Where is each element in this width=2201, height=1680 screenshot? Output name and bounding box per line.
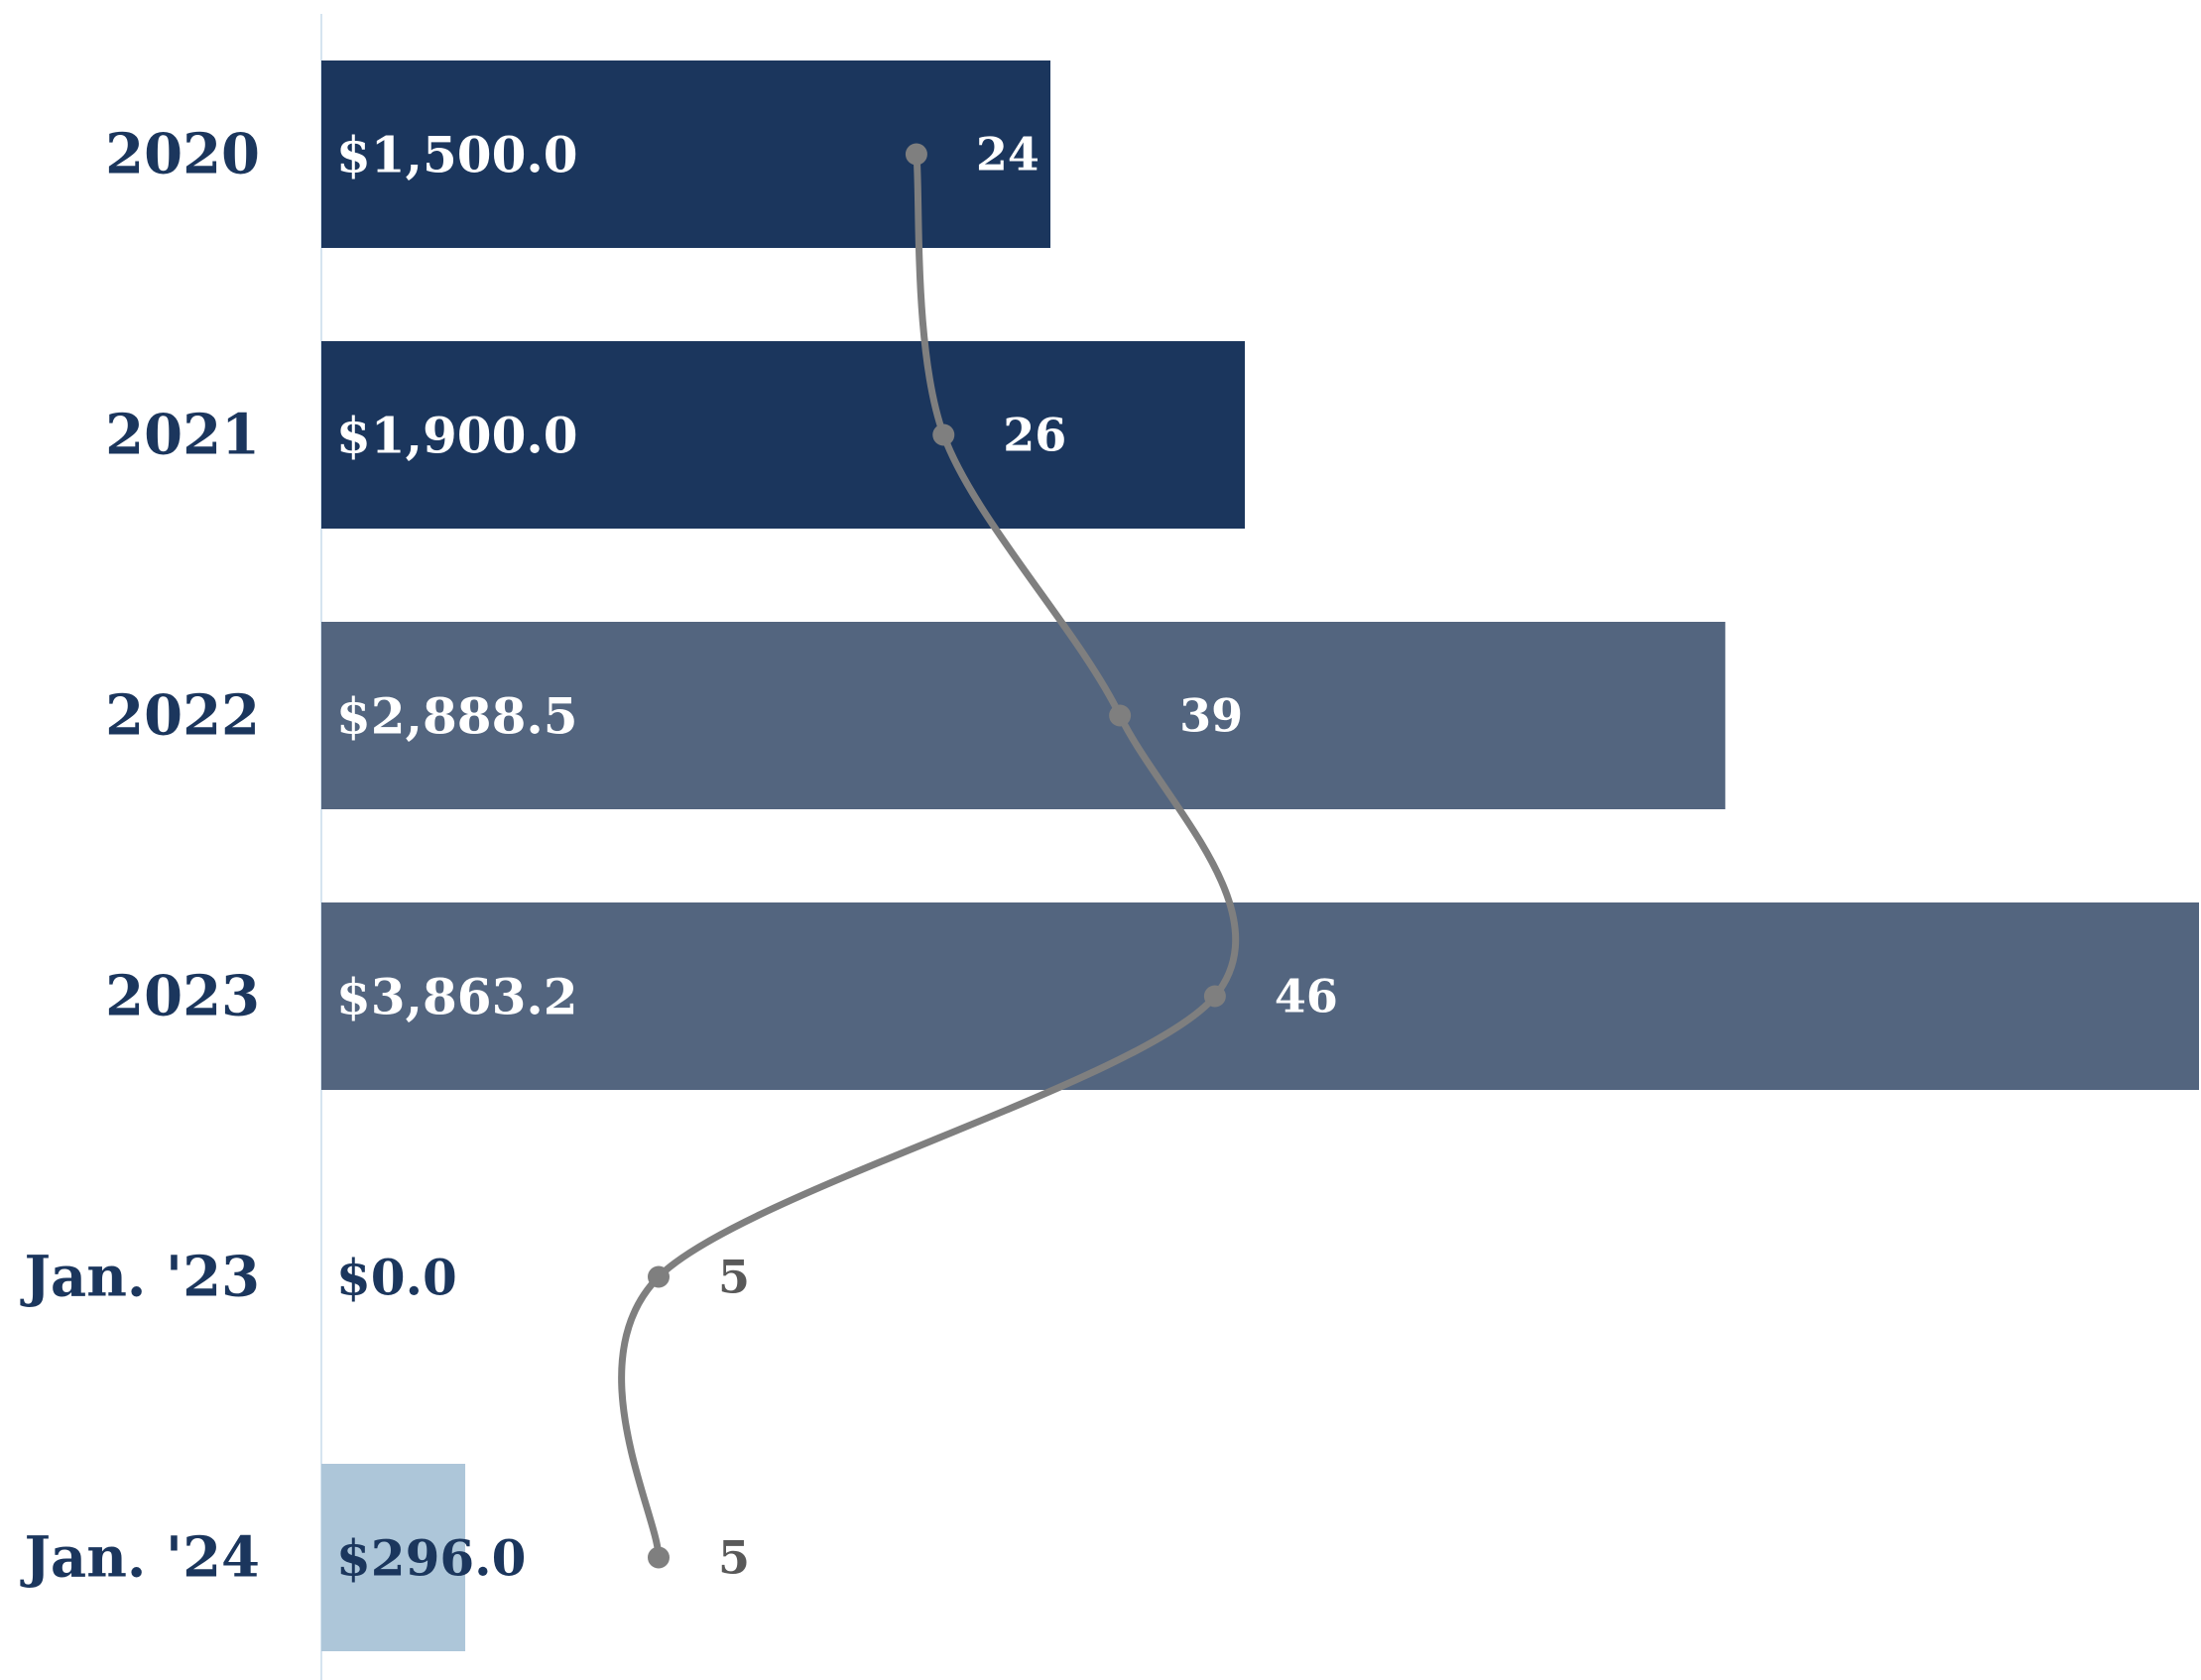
bar-value-label-4: $0.0	[336, 1249, 457, 1307]
category-label-2: 2022	[105, 683, 260, 749]
category-label-4: Jan. '23	[19, 1245, 260, 1310]
bar-value-label-5: $296.0	[336, 1529, 526, 1588]
count-label-3: 46	[1275, 970, 1338, 1023]
category-label-3: 2023	[105, 964, 260, 1029]
count-markers-group	[648, 143, 1226, 1569]
bar-value-label-0: $1,500.0	[336, 126, 578, 184]
category-label-0: 2020	[105, 122, 260, 187]
count-label-2: 39	[1179, 689, 1243, 743]
count-label-5: 5	[718, 1531, 750, 1585]
count-labels-group: 24 26 39 46 5 5	[718, 128, 1338, 1585]
category-labels-group: 2020 2021 2022 2023 Jan. '23 Jan. '24	[19, 122, 260, 1591]
count-marker-3	[1203, 985, 1226, 1008]
bar-value-label-3: $3,863.2	[336, 968, 578, 1026]
count-marker-2	[1109, 704, 1132, 727]
bar-0	[321, 60, 1051, 248]
bar-1	[321, 341, 1246, 529]
bar-2	[321, 622, 1726, 809]
category-label-5: Jan. '24	[19, 1525, 260, 1591]
count-marker-5	[648, 1546, 670, 1569]
bar-value-label-2: $2,888.5	[336, 687, 578, 746]
bar-value-label-1: $1,900.0	[336, 407, 578, 465]
count-marker-4	[648, 1265, 670, 1288]
count-label-4: 5	[718, 1251, 750, 1304]
category-label-1: 2021	[105, 403, 260, 468]
bar-3	[321, 902, 2199, 1090]
bar-value-labels-group: $1,500.0 $1,900.0 $2,888.5 $3,863.2 $0.0 $296…	[336, 126, 578, 1588]
count-marker-1	[932, 423, 955, 446]
count-marker-0	[905, 143, 927, 166]
count-label-0: 24	[976, 128, 1039, 181]
bar-5	[321, 1464, 466, 1651]
count-label-1: 26	[1003, 409, 1066, 462]
bars-group	[321, 60, 2199, 1651]
